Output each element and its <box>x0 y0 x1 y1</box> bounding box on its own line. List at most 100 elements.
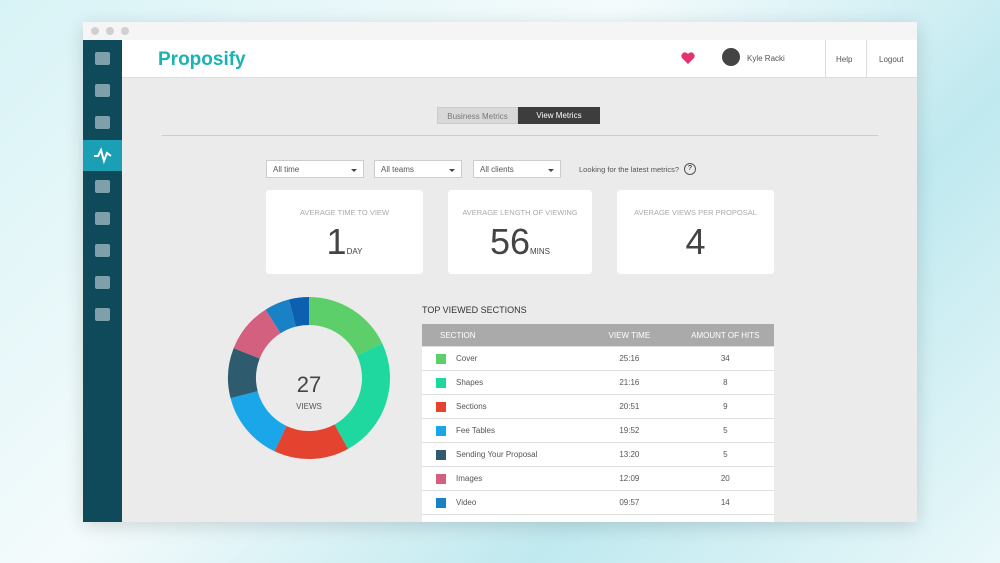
cell-text: 13:20 <box>619 450 640 459</box>
table-cell: 14 <box>676 490 774 515</box>
cell-text: 34 <box>720 354 730 363</box>
nav-icon[interactable] <box>95 276 110 289</box>
table-cell: 09:57 <box>582 490 677 515</box>
column-header: SECTION <box>422 324 583 347</box>
nav-icon[interactable] <box>95 212 110 225</box>
cell-text: 09:57 <box>619 498 640 507</box>
card-number: 4 <box>685 221 706 262</box>
color-swatch <box>436 353 446 364</box>
color-swatch <box>436 521 446 522</box>
nav-icon[interactable] <box>95 52 110 65</box>
nav-icon[interactable] <box>95 244 110 257</box>
window-dot <box>91 27 99 35</box>
nav-icon[interactable] <box>95 84 110 97</box>
card-value: 56MINS <box>448 221 592 263</box>
color-swatch <box>436 401 446 412</box>
window-dot <box>106 27 114 35</box>
table-row: Sections 20:51 9 <box>422 394 774 419</box>
cell-text: Shapes <box>456 377 484 387</box>
card-value: 1DAY <box>266 221 423 263</box>
card-label: AVERAGE TIME TO VIEW <box>299 208 390 217</box>
donut-label: VIEWS <box>296 402 322 411</box>
table-cell: Video <box>422 490 583 515</box>
color-swatch <box>436 425 446 436</box>
color-swatch <box>436 497 446 508</box>
nav-icon[interactable] <box>95 308 110 321</box>
table-cell: Fee Tables <box>422 418 583 443</box>
donut-segment <box>274 424 349 459</box>
table-cell: Sending Your Proposal <box>422 442 583 467</box>
divider <box>825 40 826 77</box>
help-icon[interactable]: ? <box>684 163 696 175</box>
card-label: AVERAGE VIEWS PER PROPOSAL <box>634 208 757 217</box>
table-cell: 7 <box>676 514 774 522</box>
table-row: Fee Tables 19:52 5 <box>422 418 774 443</box>
metric-card: AVERAGE TIME TO VIEW 1DAY <box>266 190 423 274</box>
filter-dropdown[interactable]: All teams <box>374 160 462 178</box>
table-cell: 08:54 <box>582 514 677 522</box>
nav-icon[interactable] <box>95 180 110 193</box>
column-header: AMOUNT OF HITS <box>676 324 774 347</box>
table-cell: 9 <box>676 394 774 419</box>
card-value: 4 <box>617 221 774 263</box>
cell-text: 20 <box>720 474 730 483</box>
table-title: TOP VIEWED SECTIONS <box>422 305 527 315</box>
cell-text: 19:52 <box>619 426 640 435</box>
card-unit: DAY <box>346 247 363 256</box>
card-unit: MINS <box>530 247 551 256</box>
filter-dropdown[interactable]: All clients <box>473 160 561 178</box>
donut-value: 27 <box>297 372 321 397</box>
table-cell: 20 <box>676 466 774 491</box>
cell-text: 5 <box>723 426 728 435</box>
donut-segment <box>288 297 309 327</box>
table-row: Signatures08:547 <box>422 514 774 522</box>
title-bar <box>83 22 917 40</box>
table-cell: 5 <box>676 442 774 467</box>
color-swatch <box>436 473 446 484</box>
cell-text: Sending Your Proposal <box>456 449 538 459</box>
donut-segment <box>230 391 287 452</box>
card-label: AVERAGE LENGTH OF VIEWING <box>462 208 578 217</box>
tab[interactable]: Business Metrics <box>437 107 518 124</box>
color-swatch <box>436 377 446 388</box>
logo[interactable]: Proposify <box>158 49 246 70</box>
table-cell: 5 <box>676 418 774 443</box>
table-cell: 21:16 <box>582 370 677 395</box>
donut-segment <box>265 299 296 334</box>
cell-text: 12:09 <box>619 474 640 483</box>
logout-link[interactable]: Logout <box>879 55 904 64</box>
table-cell: Images <box>422 466 583 491</box>
tab-active[interactable]: View Metrics <box>518 107 600 124</box>
cell-text: 21:16 <box>619 378 640 387</box>
sidebar <box>83 40 122 522</box>
table-row: Cover 25:16 34 <box>422 346 774 371</box>
donut-chart: 27 VIEWS <box>228 297 390 459</box>
table-cell: 12:09 <box>582 466 677 491</box>
table-cell: 34 <box>676 346 774 371</box>
table-row: Shapes 21:16 8 <box>422 370 774 395</box>
table-cell: Shapes <box>422 370 583 395</box>
card-number: 56 <box>489 221 531 262</box>
heart-icon[interactable] <box>681 52 695 65</box>
cell-text: Cover <box>456 353 478 363</box>
help-link[interactable]: Help <box>836 55 853 64</box>
sections-table: SECTION VIEW TIME AMOUNT OF HITS Cover 25:16… <box>422 324 774 522</box>
table-row: Sending Your Proposal 13:20 5 <box>422 442 774 467</box>
divider <box>866 40 867 77</box>
help-text[interactable]: Looking for the latest metrics? <box>579 165 680 174</box>
avatar[interactable] <box>722 48 740 66</box>
table-cell: Signatures <box>422 514 583 522</box>
window-dot <box>121 27 129 35</box>
cell-text: 20:51 <box>619 402 640 411</box>
metric-card: AVERAGE LENGTH OF VIEWING 56MINS <box>448 190 592 274</box>
table-cell: 20:51 <box>582 394 677 419</box>
nav-icon[interactable] <box>95 116 110 129</box>
filter-dropdown[interactable]: All time <box>266 160 364 178</box>
user-name[interactable]: Kyle Racki <box>747 54 785 63</box>
table-row: Images 12:09 20 <box>422 466 774 491</box>
donut-segment <box>233 309 281 359</box>
nav-active[interactable] <box>83 140 122 171</box>
cell-text: 9 <box>723 402 728 411</box>
header: Proposify Kyle Racki Help Logout <box>122 40 917 78</box>
